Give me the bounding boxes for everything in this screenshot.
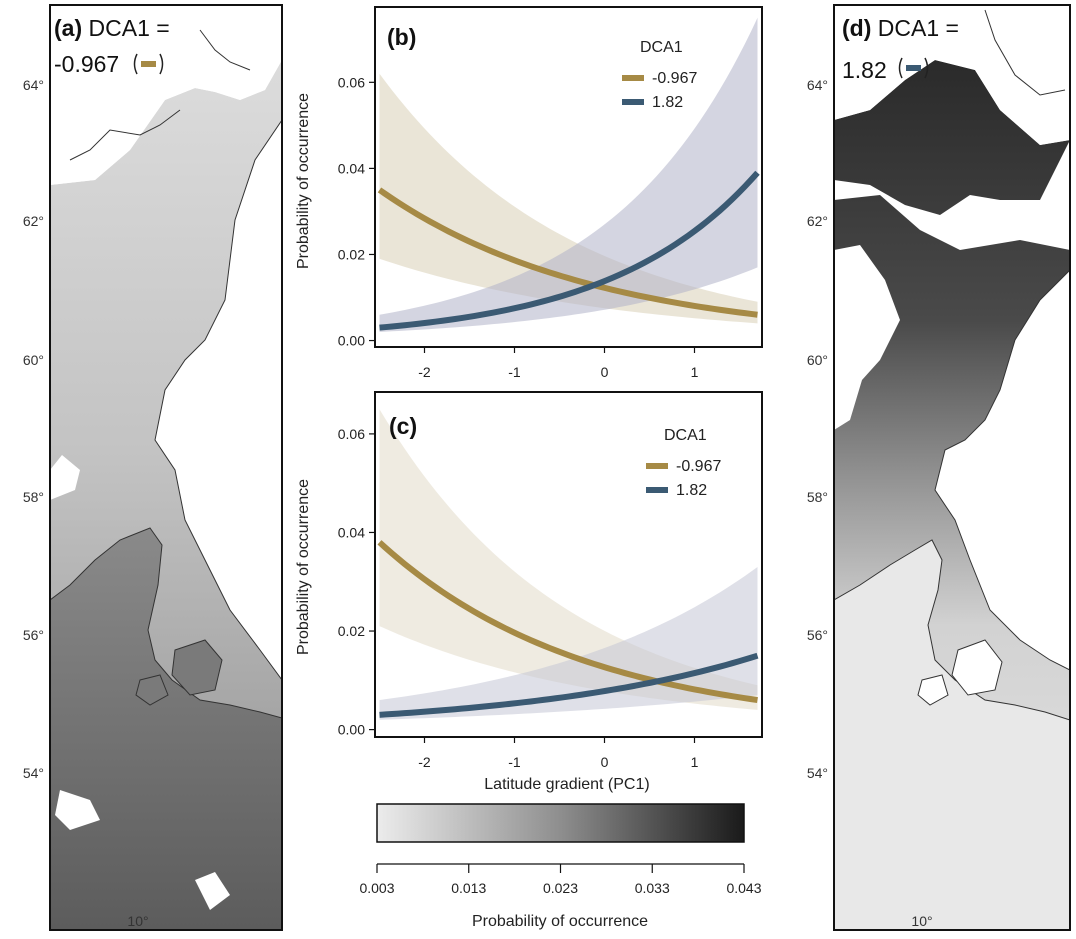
map-d-value: 1.82 (842, 57, 887, 83)
map-a-frame (49, 4, 283, 931)
chart-c-ytick-label: 0.04 (338, 524, 365, 540)
chart-c-series-line-0 (377, 540, 758, 704)
chart-c-xlabel: Latitude gradient (PC1) (484, 776, 649, 793)
chart-c-ytick-label: 0.02 (338, 623, 365, 639)
colorbar-tick-label: 0.033 (635, 880, 670, 896)
chart-c-frame (374, 391, 763, 738)
chart-c-ytick-label: 0.00 (338, 722, 365, 738)
chart-b-legend-label: 1.82 (652, 94, 683, 111)
map-panel-a: 64° 62° 60° 58° 56° 54° 10° (a) DCA1 = -… (23, 4, 283, 931)
map-d-lat-ticks: 64° 62° 60° 58° 56° 54° (807, 77, 828, 781)
chart-b-ci-band-0 (379, 73, 758, 324)
map-a-value: -0.967 (54, 51, 119, 77)
chart-c: -2 -1 0 1 0.00 0.02 0.04 0.06 (c) Probability … (295, 391, 763, 793)
map-d-lon-tick: 10° (911, 913, 932, 929)
map-a-lat-tick: 60° (23, 352, 44, 368)
chart-b-series-line-1 (379, 170, 760, 331)
colorbar-tick-label: 0.043 (726, 880, 761, 896)
chart-b-ytick-label: 0.06 (338, 74, 365, 90)
chart-b-yticks: 0.00 0.02 0.04 0.06 (338, 74, 375, 349)
chart-b-xtick-label: -2 (418, 364, 431, 380)
chart-c-ytick-label: 0.06 (338, 426, 365, 442)
chart-b-legend-item: -0.967 (622, 70, 697, 87)
map-a-title: (a) DCA1 = (54, 15, 170, 41)
chart-b-xtick-label: -1 (508, 364, 521, 380)
colorbar-tick-label: 0.013 (451, 880, 486, 896)
chart-b-legend-item: 1.82 (622, 94, 683, 111)
map-d-lat-tick: 60° (807, 352, 828, 368)
chart-b: -2 -1 0 1 0.00 0.02 0.04 0.06 (b) Probability … (295, 6, 763, 380)
chart-c-label: (c) (389, 413, 417, 439)
map-a-lat-tick: 54° (23, 765, 44, 781)
colorbar-gradient (376, 803, 745, 843)
chart-b-legend-title: DCA1 (640, 39, 683, 56)
map-d-frame (833, 4, 1071, 931)
map-a-legend-key (133, 53, 164, 75)
map-a-lat-tick: 58° (23, 489, 44, 505)
chart-c-yticks: 0.00 0.02 0.04 0.06 (338, 426, 375, 738)
chart-c-xtick-label: 0 (601, 754, 609, 770)
map-a-denmark (50, 528, 282, 930)
colorbar: 0.003 0.013 0.023 0.033 0.043 Probability of… (359, 803, 762, 930)
chart-b-ytick-label: 0.02 (338, 246, 365, 262)
colorbar-ticks: 0.003 0.013 0.023 0.033 0.043 (359, 864, 762, 896)
chart-b-frame (374, 6, 763, 348)
map-d-lat-tick: 54° (807, 765, 828, 781)
colorbar-tick-label: 0.003 (359, 880, 394, 896)
chart-b-xticks: -2 -1 0 1 (418, 347, 699, 380)
map-a-lat-tick: 56° (23, 627, 44, 643)
colorbar-label: Probability of occurrence (472, 913, 648, 930)
map-d-lat-tick: 64° (807, 77, 828, 93)
chart-b-label: (b) (387, 24, 416, 50)
chart-c-legend-label: -0.967 (676, 458, 721, 475)
chart-c-ci-band-0 (379, 409, 758, 710)
map-a-lat-ticks: 64° 62° 60° 58° 56° 54° (23, 77, 44, 781)
chart-b-ytick-label: 0.00 (338, 333, 365, 349)
map-d-title: (d) DCA1 = (842, 15, 959, 41)
chart-b-xtick-label: 0 (601, 364, 609, 380)
chart-c-legend-title: DCA1 (664, 427, 707, 444)
map-d-legend-key (898, 57, 929, 79)
chart-c-xtick-label: -2 (418, 754, 431, 770)
map-d-lat-tick: 62° (807, 213, 828, 229)
chart-b-xtick-label: 1 (691, 364, 699, 380)
map-a-lat-tick: 62° (23, 213, 44, 229)
map-d-lat-tick: 58° (807, 489, 828, 505)
chart-c-xtick-label: 1 (691, 754, 699, 770)
colorbar-tick-label: 0.023 (543, 880, 578, 896)
map-panel-d: 64° 62° 60° 58° 56° 54° 10° (d) DCA1 = 1… (807, 4, 1071, 931)
chart-b-lines (377, 170, 760, 331)
map-a-lon-tick: 10° (127, 913, 148, 929)
chart-c-legend-item: 1.82 (646, 482, 707, 499)
map-a-lat-tick: 64° (23, 77, 44, 93)
chart-b-ylabel: Probability of occurrence (295, 93, 312, 269)
map-d-lat-tick: 56° (807, 627, 828, 643)
chart-c-legend-item: -0.967 (646, 458, 721, 475)
chart-b-ytick-label: 0.04 (338, 160, 365, 176)
chart-c-series-line-1 (379, 652, 759, 718)
chart-b-series-line-0 (377, 187, 758, 318)
chart-c-xtick-label: -1 (508, 754, 521, 770)
chart-b-bands (379, 17, 758, 332)
chart-c-legend-label: 1.82 (676, 482, 707, 499)
chart-c-xticks: -2 -1 0 1 (418, 737, 699, 770)
chart-c-lines (377, 540, 759, 718)
chart-b-legend-label: -0.967 (652, 70, 697, 87)
chart-c-ylabel: Probability of occurrence (295, 479, 312, 655)
